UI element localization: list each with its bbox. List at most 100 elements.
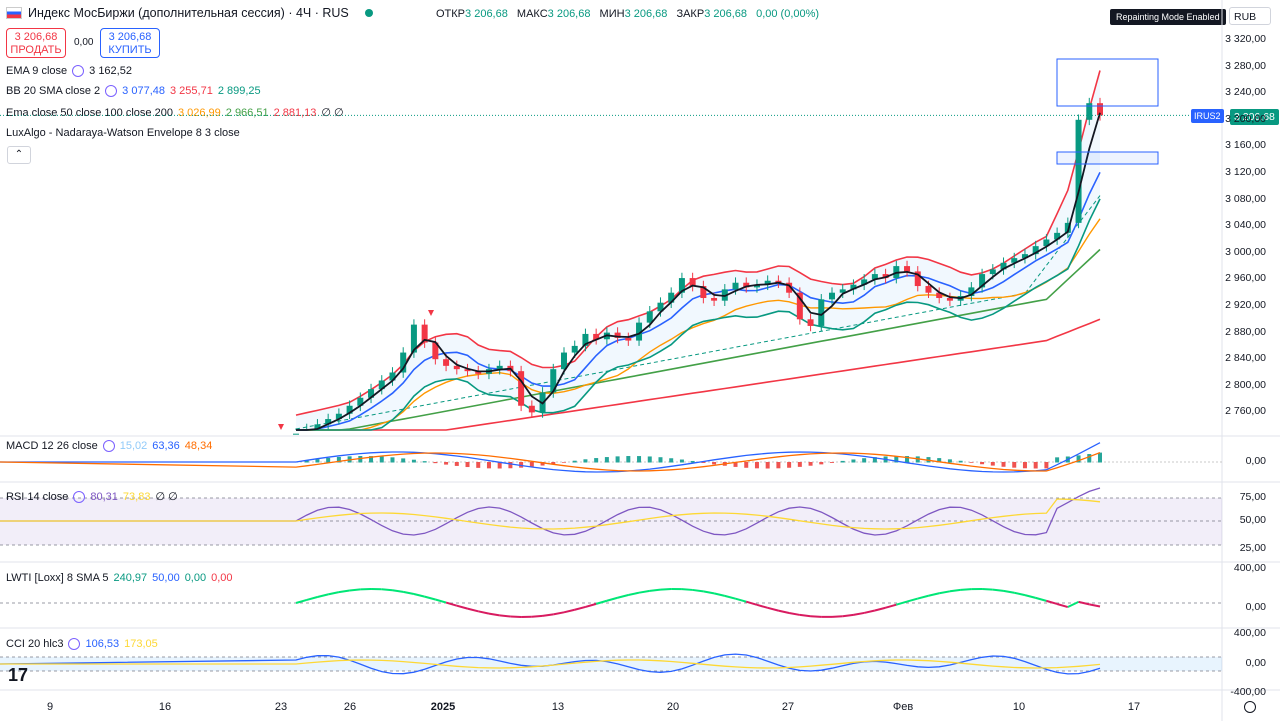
macd-histogram-bar bbox=[905, 456, 910, 463]
settings-icon[interactable] bbox=[68, 638, 81, 650]
candle bbox=[464, 369, 471, 372]
price-tick-label: 2 880,00 bbox=[1225, 325, 1266, 338]
candle bbox=[421, 324, 428, 343]
macd-histogram-bar bbox=[422, 461, 427, 463]
lwti-line-segment bbox=[595, 599, 608, 605]
macd-histogram-bar bbox=[679, 459, 684, 463]
buy-button[interactable]: 3 206,68 КУПИТЬ bbox=[100, 28, 160, 58]
candle bbox=[528, 405, 535, 413]
macd-histogram-bar bbox=[626, 456, 631, 463]
macd-histogram-bar bbox=[937, 458, 942, 463]
candle bbox=[904, 266, 911, 272]
chart-settings-icon[interactable] bbox=[1244, 701, 1256, 713]
price-tick-label: 3 280,00 bbox=[1225, 59, 1266, 72]
macd-histogram-bar bbox=[465, 462, 470, 468]
candle bbox=[453, 365, 460, 370]
price-tick-label: 3 080,00 bbox=[1225, 192, 1266, 205]
settings-icon[interactable] bbox=[102, 440, 115, 452]
legend-ema9[interactable]: EMA 9 close 3 162,52 bbox=[6, 65, 132, 77]
candle bbox=[1086, 103, 1093, 120]
legend-lwti[interactable]: LWTI [Loxx] 8 SMA 5 240,97 50,00 0,00 0,… bbox=[6, 572, 233, 584]
lwti-line-segment bbox=[778, 609, 790, 614]
legend-rsi[interactable]: RSI 14 close 80,31 73,83 ∅ ∅ bbox=[6, 490, 178, 503]
date-tick-label: 17 bbox=[1127, 701, 1141, 713]
tradingview-logo: 17 bbox=[8, 665, 29, 685]
lwti-line-segment bbox=[928, 592, 940, 597]
candle bbox=[518, 371, 525, 406]
cci-tick-label: -400,00 bbox=[1230, 686, 1266, 698]
lwti-line-segment bbox=[735, 597, 747, 603]
date-tick-label: 23 bbox=[274, 701, 288, 713]
market-status-icon bbox=[364, 9, 373, 17]
candle bbox=[410, 324, 417, 353]
lwti-line-segment bbox=[949, 588, 961, 593]
lwti-line-segment bbox=[338, 589, 350, 594]
currency-select[interactable]: RUB bbox=[1229, 7, 1271, 25]
rsi-tick-label: 75,00 bbox=[1239, 491, 1266, 503]
candle bbox=[582, 333, 589, 346]
legend-ema-multi[interactable]: Ema close 50 close 100 close 200 3 026,9… bbox=[6, 106, 344, 120]
price-tick-label: 3 000,00 bbox=[1225, 245, 1266, 258]
symbol-header: Индекс МосБиржи (дополнительная сессия) … bbox=[6, 6, 373, 20]
macd-histogram-bar bbox=[508, 462, 513, 469]
macd-histogram-bar bbox=[1098, 452, 1102, 463]
macd-histogram-bar bbox=[551, 462, 556, 465]
candle bbox=[335, 413, 342, 420]
symbol-price-tag: IRUS2 bbox=[1191, 109, 1224, 123]
lwti-line-segment bbox=[681, 588, 693, 591]
candle bbox=[496, 365, 503, 370]
legend-luxalgo[interactable]: LuxAlgo - Nadaraya-Watson Envelope 8 3 c… bbox=[6, 127, 240, 139]
date-tick-label: 10 bbox=[1012, 701, 1026, 713]
lwti-line-segment bbox=[445, 601, 458, 607]
lwti-line-segment bbox=[810, 615, 822, 618]
candle bbox=[839, 289, 846, 293]
macd-histogram-bar bbox=[776, 462, 781, 469]
ema100-line bbox=[296, 248, 1101, 431]
bollinger-band-fill bbox=[296, 70, 1100, 430]
settings-icon[interactable] bbox=[72, 65, 85, 77]
collapse-legend-button[interactable]: ⌃ bbox=[7, 146, 31, 164]
date-tick-label: 27 bbox=[781, 701, 795, 713]
lwti-line-segment bbox=[606, 596, 618, 602]
price-tick-label: 2 760,00 bbox=[1225, 405, 1266, 418]
macd-histogram-bar bbox=[1087, 454, 1092, 463]
lwti-line-segment bbox=[896, 600, 908, 606]
legend-cci[interactable]: CCI 20 hlc3 106,53 173,05 bbox=[6, 638, 158, 650]
macd-histogram-bar bbox=[690, 460, 695, 463]
macd-histogram-bar bbox=[733, 462, 738, 467]
date-tick-label: 16 bbox=[158, 701, 172, 713]
candle bbox=[657, 302, 664, 312]
lwti-line-segment bbox=[1003, 589, 1015, 594]
price-tick-label: 2 920,00 bbox=[1225, 299, 1266, 311]
lwti-line-segment bbox=[885, 603, 897, 609]
sell-button[interactable]: 3 206,68 ПРОДАТЬ bbox=[6, 28, 66, 58]
legend-bb[interactable]: BB 20 SMA close 2 3 077,48 3 255,71 2 89… bbox=[6, 85, 261, 97]
macd-histogram-bar bbox=[1076, 455, 1081, 463]
price-tick-label: 2 840,00 bbox=[1225, 352, 1266, 365]
date-tick-label: 2025 bbox=[430, 701, 456, 713]
lwti-line-segment bbox=[403, 590, 415, 595]
macd-histogram-bar bbox=[583, 459, 588, 463]
ema200-line bbox=[296, 318, 1101, 431]
macd-histogram-bar bbox=[851, 459, 856, 463]
lwti-line-segment bbox=[542, 613, 554, 617]
candle bbox=[732, 282, 739, 290]
settings-icon[interactable] bbox=[73, 490, 86, 503]
macd-histogram-bar bbox=[390, 457, 395, 463]
macd-histogram-bar bbox=[594, 458, 599, 463]
lwti-line-segment bbox=[1067, 600, 1079, 608]
macd-histogram-bar bbox=[872, 457, 877, 463]
candle bbox=[636, 322, 643, 341]
candle bbox=[561, 352, 567, 370]
symbol-title[interactable]: Индекс МосБиржи (дополнительная сессия) … bbox=[28, 6, 349, 20]
lwti-line-segment bbox=[1024, 594, 1036, 599]
lwti-line-segment bbox=[456, 604, 468, 610]
candle bbox=[593, 333, 600, 340]
candle bbox=[807, 319, 814, 326]
settings-icon[interactable] bbox=[105, 85, 118, 97]
candle bbox=[946, 298, 953, 301]
lwti-line-segment bbox=[1089, 603, 1101, 608]
macd-histogram-bar bbox=[497, 462, 502, 469]
legend-macd[interactable]: MACD 12 26 close 15,02 63,36 48,34 bbox=[6, 440, 213, 452]
